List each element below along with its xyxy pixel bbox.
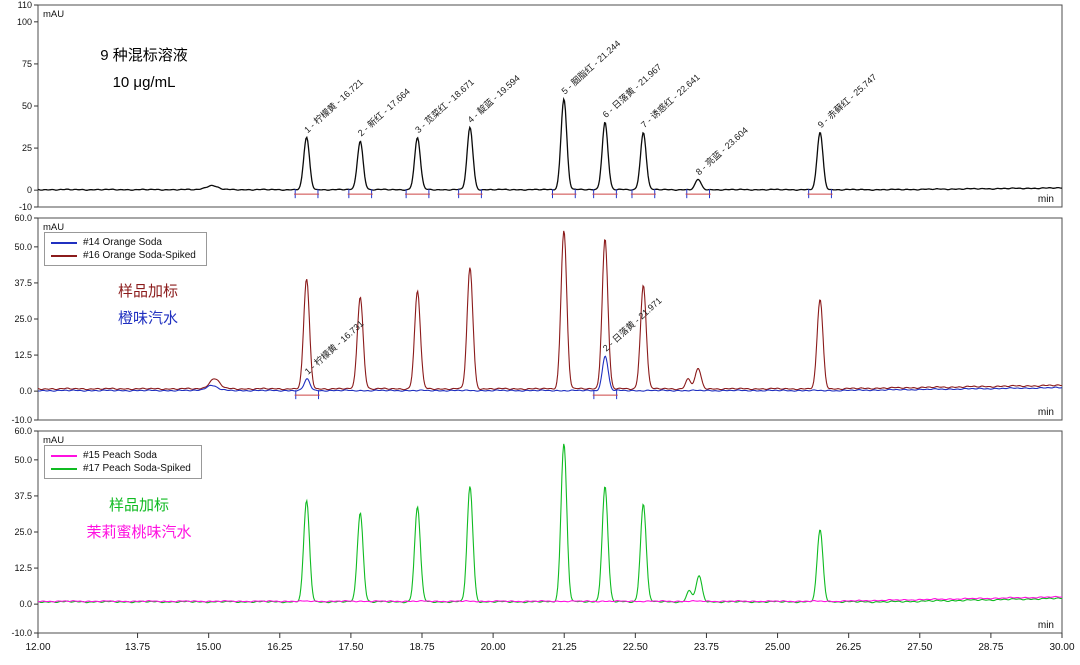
standard-annotation-line2: 10 μg/mL xyxy=(112,74,176,91)
legend-color-swatch xyxy=(51,454,77,457)
peak-label: 1 - 柠檬黄 - 16.731 xyxy=(302,318,365,377)
x-tick-label: 18.75 xyxy=(409,642,434,653)
x-axis-unit-label: min xyxy=(1038,194,1054,205)
y-tick-label: 50.0 xyxy=(14,455,32,465)
y-tick-label: 50.0 xyxy=(14,242,32,252)
y-tick-label: -10 xyxy=(19,202,32,212)
y-tick-label: -10.0 xyxy=(11,415,32,425)
y-tick-label: 12.5 xyxy=(14,563,32,573)
peak-label: 4 - 靛蓝 - 19.594 xyxy=(465,72,522,125)
peach-soda-annotation: 样品加标 茉莉蜜桃味汽水 xyxy=(29,492,249,546)
x-tick-label: 25.00 xyxy=(765,642,790,653)
orange-soda-annotation-line1: 样品加标 xyxy=(117,283,178,300)
y-tick-label: 100 xyxy=(17,17,32,27)
legend-item-label: #14 Orange Soda xyxy=(83,237,162,248)
legend-item-label: #15 Peach Soda xyxy=(83,450,157,461)
legend-item-label: #16 Orange Soda-Spiked xyxy=(83,250,196,261)
x-tick-label: 21.25 xyxy=(552,642,577,653)
trace-standard xyxy=(37,96,1062,191)
y-axis-unit-label: mAU xyxy=(43,222,64,233)
x-tick-label: 16.25 xyxy=(267,642,292,653)
x-axis-unit-label: min xyxy=(1038,620,1054,631)
orange-soda-annotation: 样品加标 橙味汽水 xyxy=(38,278,258,332)
x-tick-label: 22.50 xyxy=(623,642,648,653)
y-tick-label: 0.0 xyxy=(19,386,32,396)
x-tick-label: 30.00 xyxy=(1049,642,1074,653)
x-tick-label: 27.50 xyxy=(907,642,932,653)
panel-border xyxy=(37,4,1063,208)
legend-orange-soda: #14 Orange Soda #16 Orange Soda-Spiked xyxy=(44,232,207,266)
y-tick-label: 12.5 xyxy=(14,350,32,360)
legend-color-swatch xyxy=(51,241,77,244)
legend-color-swatch xyxy=(51,254,77,257)
x-tick-label: 15.00 xyxy=(196,642,221,653)
x-axis-unit-label: min xyxy=(1038,407,1054,418)
y-axis-unit-label: mAU xyxy=(43,9,64,20)
panel-mixed-standard: 110 100 75 50 25 0 -10 mAU min 1 - 柠檬黄 - 16.7212 … xyxy=(17,0,1063,212)
y-tick-label: 37.5 xyxy=(14,278,32,288)
x-tick-label: 20.00 xyxy=(481,642,506,653)
trace-orange-soda-spiked xyxy=(37,230,1062,391)
legend-item: #14 Orange Soda xyxy=(51,236,196,249)
peach-soda-annotation-line2: 茉莉蜜桃味汽水 xyxy=(86,524,192,541)
legend-peach-soda: #15 Peach Soda #17 Peach Soda-Spiked xyxy=(44,445,202,479)
peak-label: 8 - 亮蓝 - 23.604 xyxy=(693,124,750,177)
y-axis-unit-label: mAU xyxy=(43,435,64,446)
y-tick-label: 0.0 xyxy=(19,599,32,609)
peak-label: 9 - 赤藓红 - 25.747 xyxy=(815,71,878,130)
y-tick-label: 25 xyxy=(22,143,32,153)
legend-color-swatch xyxy=(51,467,77,470)
x-tick-label: 17.50 xyxy=(338,642,363,653)
x-tick-label: 23.75 xyxy=(694,642,719,653)
y-tick-label: 0 xyxy=(27,185,32,195)
x-tick-label: 13.75 xyxy=(125,642,150,653)
peak-label: 3 - 苋菜红 - 18.671 xyxy=(412,76,475,135)
y-tick-label: 37.5 xyxy=(14,491,32,501)
legend-item: #15 Peach Soda xyxy=(51,449,191,462)
peak-label: 2 - 新红 - 17.664 xyxy=(355,86,412,139)
y-tick-label: 50 xyxy=(22,101,32,111)
y-tick-label: 110 xyxy=(18,0,32,10)
peak-label: 1 - 柠檬黄 - 16.721 xyxy=(302,76,365,135)
y-tick-label: 60.0 xyxy=(14,213,32,223)
standard-annotation-line1: 9 种混标溶液 xyxy=(100,47,188,64)
peak-label: 2 - 日落黄 - 21.971 xyxy=(600,295,663,354)
y-tick-label: 60.0 xyxy=(14,426,32,436)
x-tick-label: 12.00 xyxy=(25,642,50,653)
x-tick-label: 26.25 xyxy=(836,642,861,653)
y-tick-label: 25.0 xyxy=(14,527,32,537)
peak-label: 5 - 胭脂红 - 21.244 xyxy=(559,38,622,97)
peach-soda-annotation-line1: 样品加标 xyxy=(108,497,169,514)
standard-annotation: 9 种混标溶液 10 μg/mL xyxy=(34,42,254,96)
trace-peach-soda xyxy=(37,595,1063,603)
legend-item-label: #17 Peach Soda-Spiked xyxy=(83,463,191,474)
x-tick-label: 28.75 xyxy=(978,642,1003,653)
panel-peach-soda: 60.0 50.0 37.5 25.0 12.5 0.0 -10.0 mAU min xyxy=(11,426,1063,638)
y-tick-label: 75 xyxy=(22,59,32,69)
x-axis: 12.00 13.75 15.00 16.25 17.50 18.75 20.00 21.25… xyxy=(25,633,1075,653)
trace-orange-soda xyxy=(37,355,1063,392)
y-tick-label: -10.0 xyxy=(11,628,32,638)
legend-item: #16 Orange Soda-Spiked xyxy=(51,249,196,262)
y-tick-label: 25.0 xyxy=(14,314,32,324)
legend-item: #17 Peach Soda-Spiked xyxy=(51,462,191,475)
orange-soda-annotation-line2: 橙味汽水 xyxy=(117,310,178,327)
